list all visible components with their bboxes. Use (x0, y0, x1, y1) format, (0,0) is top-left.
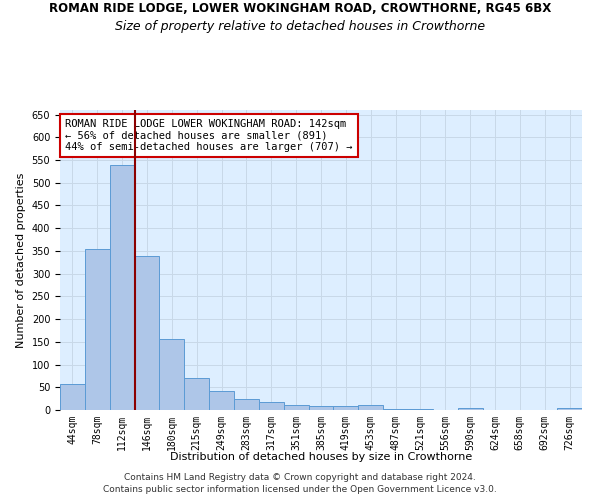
Bar (60, 384, 85, 410)
Text: Contains HM Land Registry data © Crown copyright and database right 2024.: Contains HM Land Registry data © Crown c… (124, 472, 476, 482)
Bar (85, 248, 110, 410)
Bar (334, 406, 358, 410)
Bar (358, 405, 383, 410)
Text: ROMAN RIDE LODGE, LOWER WOKINGHAM ROAD, CROWTHORNE, RG45 6BX: ROMAN RIDE LODGE, LOWER WOKINGHAM ROAD, … (49, 2, 551, 16)
Bar (209, 391, 234, 410)
Text: Size of property relative to detached houses in Crowthorne: Size of property relative to detached ho… (115, 20, 485, 33)
Text: ROMAN RIDE LODGE LOWER WOKINGHAM ROAD: 142sqm
← 56% of detached houses are small: ROMAN RIDE LODGE LOWER WOKINGHAM ROAD: 1… (65, 119, 353, 152)
Bar (458, 408, 482, 410)
Y-axis label: Number of detached properties: Number of detached properties (16, 172, 26, 348)
Bar (134, 256, 160, 410)
Bar (234, 398, 259, 410)
Text: Distribution of detached houses by size in Crowthorne: Distribution of detached houses by size … (170, 452, 472, 462)
Bar (259, 402, 284, 410)
Bar (557, 408, 582, 410)
Bar (284, 406, 308, 410)
Bar (383, 408, 408, 410)
Bar (110, 164, 134, 410)
Text: Contains public sector information licensed under the Open Government Licence v3: Contains public sector information licen… (103, 485, 497, 494)
Bar (160, 338, 184, 410)
Bar (308, 406, 334, 410)
Bar (408, 408, 433, 410)
Bar (184, 378, 209, 410)
